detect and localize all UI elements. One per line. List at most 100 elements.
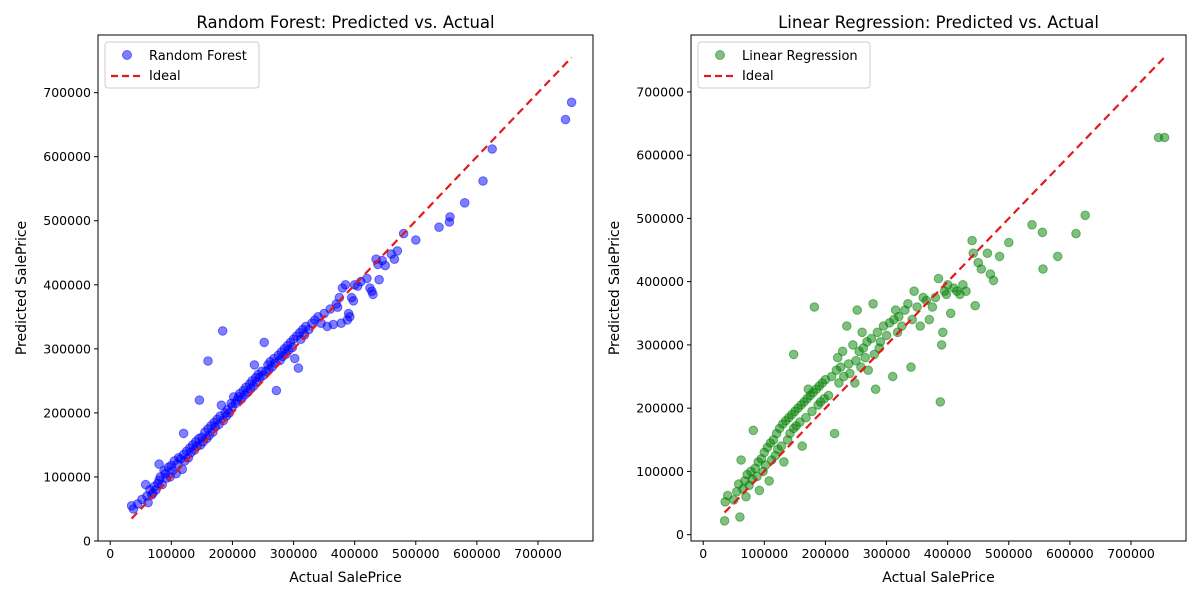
data-point [445, 212, 455, 222]
data-point [894, 311, 904, 322]
data-point [1027, 220, 1037, 230]
y-tick-label: 500000 [636, 211, 684, 226]
data-point [927, 302, 938, 312]
x-axis-label: Actual SalePrice [882, 570, 994, 586]
y-axis-ticks: 0 100000 200000 300000 400000 500000 600000 700… [636, 84, 691, 542]
legend-marker-linear-regression [715, 50, 725, 60]
data-point [1037, 227, 1048, 238]
data-point [936, 340, 947, 350]
data-point [938, 327, 948, 338]
legend: Random Forest Ideal [104, 41, 260, 89]
legend-marker-random-forest [122, 50, 132, 60]
legend-label-ideal: Ideal [149, 69, 181, 84]
data-point [380, 260, 391, 271]
data-point [1080, 210, 1090, 221]
y-tick-label: 100000 [43, 469, 91, 484]
data-point [178, 428, 189, 439]
data-point [801, 412, 811, 423]
data-point [736, 455, 746, 465]
data-point [897, 321, 907, 331]
y-tick-label: 700000 [636, 84, 684, 99]
data-point [340, 280, 351, 290]
data-point [968, 248, 979, 258]
data-point [868, 299, 878, 309]
data-point [924, 314, 935, 325]
data-point [961, 286, 971, 297]
x-tick-label: 700000 [1107, 546, 1155, 561]
data-point [976, 264, 987, 274]
data-point [290, 353, 300, 364]
y-tick-label: 600000 [43, 149, 91, 164]
data-point [735, 512, 745, 522]
data-point [851, 355, 861, 366]
data-point [560, 114, 571, 125]
data-point [217, 326, 228, 336]
data-point [776, 441, 787, 451]
data-point [719, 516, 730, 526]
ideal-line [723, 56, 1166, 514]
data-point [459, 198, 470, 208]
data-point [411, 235, 421, 245]
x-axis-ticks: 0 100000 200000 300000 400000 500000 600000 700… [106, 541, 562, 561]
chart-title: Linear Regression: Predicted vs. Actual [778, 13, 1099, 32]
data-point [860, 352, 871, 363]
x-tick-label: 100000 [147, 546, 195, 561]
data-point [826, 371, 837, 382]
y-tick-label: 400000 [636, 274, 684, 289]
x-tick-label: 500000 [985, 546, 1033, 561]
y-tick-label: 700000 [43, 85, 91, 100]
y-axis-label: Predicted SalePrice [607, 221, 623, 355]
data-point [434, 222, 444, 232]
legend: Linear Regression Ideal [697, 41, 871, 89]
data-point [389, 254, 400, 265]
data-point [887, 371, 898, 382]
data-point [994, 251, 1005, 262]
data-point [1071, 228, 1081, 239]
y-tick-label: 600000 [636, 148, 684, 163]
data-point [1004, 237, 1014, 248]
y-tick-label: 0 [83, 534, 91, 549]
data-point [845, 368, 855, 379]
data-point [970, 300, 981, 311]
data-point [788, 349, 799, 360]
x-tick-label: 200000 [209, 546, 257, 561]
data-point [348, 296, 359, 306]
data-point [194, 395, 205, 405]
y-tick-label: 200000 [636, 401, 684, 416]
y-tick-label: 100000 [636, 464, 684, 479]
data-point [809, 302, 820, 312]
data-point [829, 428, 840, 439]
data-point [866, 333, 877, 344]
x-tick-label: 700000 [514, 546, 562, 561]
data-point [154, 459, 164, 469]
y-tick-label: 400000 [43, 277, 91, 292]
x-tick-label: 400000 [331, 546, 379, 561]
data-point [779, 457, 789, 467]
data-point [293, 363, 304, 373]
data-point [797, 441, 808, 451]
data-point [345, 312, 355, 322]
ideal-line [130, 56, 573, 520]
y-tick-label: 500000 [43, 213, 91, 228]
y-tick-label: 300000 [43, 341, 91, 356]
data-point [392, 246, 403, 256]
x-tick-label: 300000 [863, 546, 911, 561]
data-point [834, 378, 844, 388]
data-point [271, 385, 282, 396]
data-point [807, 406, 817, 417]
x-tick-label: 0 [699, 546, 707, 561]
x-tick-label: 100000 [740, 546, 788, 561]
chart-random-forest: 0 100000 200000 300000 400000 500000 600000 700… [14, 13, 594, 586]
data-point [249, 360, 260, 370]
data-point [752, 471, 762, 482]
y-axis-label: Predicted SalePrice [14, 221, 30, 355]
data-point [203, 356, 213, 366]
data-point [832, 352, 843, 363]
axes-frame [97, 34, 594, 542]
data-point [1159, 132, 1170, 143]
data-point [328, 319, 339, 330]
data-point [741, 491, 751, 502]
data-point [982, 248, 993, 258]
